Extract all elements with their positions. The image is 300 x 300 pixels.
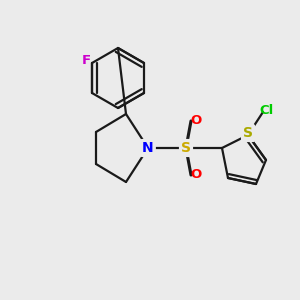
Text: S: S: [181, 141, 191, 155]
Text: N: N: [142, 141, 154, 155]
Text: F: F: [82, 55, 91, 68]
Text: Cl: Cl: [259, 103, 273, 116]
Text: S: S: [243, 126, 253, 140]
Text: O: O: [190, 169, 202, 182]
Text: O: O: [190, 115, 202, 128]
